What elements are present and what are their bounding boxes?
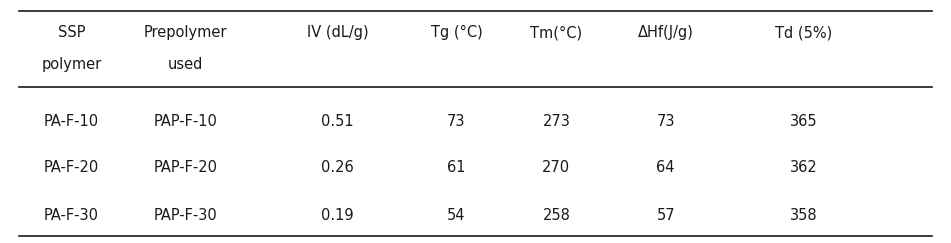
Text: 270: 270 [542, 160, 571, 175]
Text: 73: 73 [656, 114, 675, 129]
Text: 0.26: 0.26 [321, 160, 354, 175]
Text: PA-F-10: PA-F-10 [44, 114, 99, 129]
Text: Td (5%): Td (5%) [775, 25, 832, 40]
Text: 64: 64 [656, 160, 675, 175]
Text: PAP-F-20: PAP-F-20 [153, 160, 218, 175]
Text: 365: 365 [789, 114, 818, 129]
Text: SSP: SSP [58, 25, 85, 40]
Text: 57: 57 [656, 208, 675, 223]
Text: 358: 358 [789, 208, 818, 223]
Text: PA-F-30: PA-F-30 [44, 208, 99, 223]
Text: 258: 258 [542, 208, 571, 223]
Text: PAP-F-30: PAP-F-30 [153, 208, 218, 223]
Text: used: used [167, 57, 204, 72]
Text: 362: 362 [789, 160, 818, 175]
Text: PA-F-20: PA-F-20 [44, 160, 99, 175]
Text: 54: 54 [447, 208, 466, 223]
Text: Tm(°C): Tm(°C) [531, 25, 582, 40]
Text: Prepolymer: Prepolymer [144, 25, 227, 40]
Text: 61: 61 [447, 160, 466, 175]
Text: 0.19: 0.19 [321, 208, 354, 223]
Text: Tg (°C): Tg (°C) [431, 25, 482, 40]
Text: IV (dL/g): IV (dL/g) [307, 25, 368, 40]
Text: 273: 273 [542, 114, 571, 129]
Text: 0.51: 0.51 [321, 114, 354, 129]
Text: polymer: polymer [41, 57, 102, 72]
Text: 73: 73 [447, 114, 466, 129]
Text: ΔHf(J/g): ΔHf(J/g) [638, 25, 693, 40]
Text: PAP-F-10: PAP-F-10 [153, 114, 218, 129]
